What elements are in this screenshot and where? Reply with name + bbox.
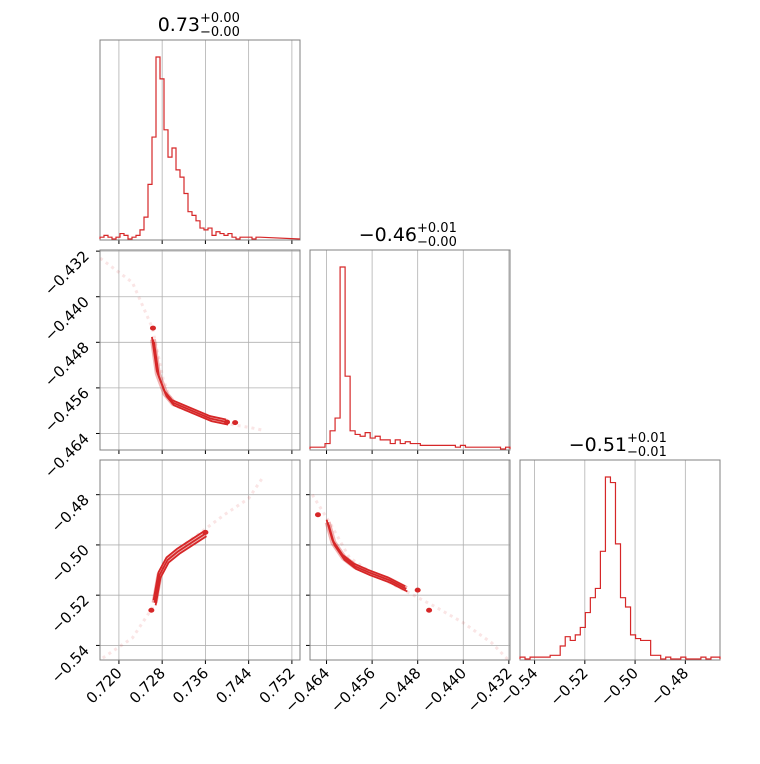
x-tick-label-p0-0: 0.720 — [83, 664, 126, 707]
pair-p0-p1-blob-0 — [149, 325, 156, 331]
y-tick-label-p2-3: −0.48 — [48, 491, 93, 536]
title-p2-value: −0.51 — [569, 434, 627, 456]
pair-p0-p2-blob-1 — [202, 529, 209, 535]
pair-p1-p2-blob-2 — [426, 607, 433, 613]
hist-p1-frame — [309, 249, 511, 451]
y-tick-label-p1-1: −0.456 — [41, 384, 93, 436]
pair-p1-p2-marks — [311, 493, 510, 660]
pair-p0-p2-contour-1 — [153, 532, 206, 603]
x-tick-label-p2-1: −0.52 — [546, 664, 591, 709]
pair-p0-p2-contour-2 — [154, 535, 207, 606]
x-tick-label-p0-3: 0.744 — [212, 664, 255, 707]
y-tick-labels-p2: −0.54 −0.52 −0.50 −0.48 — [48, 491, 93, 687]
scatter-panel-p0-p2 — [96, 459, 301, 664]
title-p2-upper: +0.01 — [627, 431, 667, 446]
hist-p0-frame — [99, 39, 301, 241]
y-tick-label-p1-4: −0.432 — [41, 247, 93, 299]
hist-p2-frame — [519, 459, 721, 661]
x-tick-label-p1-1: −0.456 — [327, 664, 379, 716]
pair-p0-p1-frame — [99, 249, 301, 451]
pair-p1-p2-blob-0 — [314, 512, 321, 518]
pair-p1-p2-blob-1 — [414, 587, 421, 593]
pair-p0-p2-density-core — [151, 531, 208, 604]
title-p1-upper: +0.01 — [417, 221, 457, 236]
title-p0-lower: −0.00 — [200, 25, 240, 40]
pair-p0-p2-marks — [101, 477, 264, 660]
title-p0-upper: +0.00 — [200, 11, 240, 26]
pair-p0-p2-frame — [99, 459, 301, 661]
x-tick-label-p1-3: −0.440 — [418, 664, 470, 716]
pair-p0-p1-density-core — [150, 339, 228, 426]
x-tick-label-p0-1: 0.728 — [126, 664, 169, 707]
pair-p0-p1-marks — [100, 256, 263, 432]
y-tick-label-p1-2: −0.448 — [41, 338, 93, 390]
y-tick-label-p1-3: −0.440 — [41, 293, 93, 345]
pair-p0-p2-scatter-trail — [101, 477, 264, 660]
histogram-panel-p2 — [519, 459, 721, 664]
scatter-panel-p0-p1 — [96, 249, 301, 454]
x-tick-labels-p0: 0.720 0.728 0.736 0.744 0.752 — [83, 664, 299, 707]
pair-p0-p2-blob-0 — [148, 607, 155, 613]
pair-p0-p1-contour-2 — [153, 341, 229, 426]
pair-p0-p1-blob-1 — [224, 419, 231, 425]
x-tick-label-p2-2: −0.50 — [597, 664, 642, 709]
title-p0-value: 0.73 — [158, 14, 200, 36]
y-tick-label-p2-2: −0.50 — [48, 541, 93, 586]
x-tick-label-p0-2: 0.736 — [169, 664, 212, 707]
histogram-panel-p1 — [309, 249, 511, 454]
y-tick-label-p2-1: −0.52 — [48, 591, 93, 636]
title-p1-value: −0.46 — [359, 224, 417, 246]
pair-p1-p2-scatter-trail — [311, 493, 510, 660]
pair-p1-p2-contour-2 — [327, 524, 408, 593]
title-p1-lower: −0.00 — [417, 235, 457, 250]
y-tick-label-p1-0: −0.464 — [41, 430, 93, 482]
hist-p1-step-line — [309, 266, 511, 450]
pair-p1-p2-frame — [309, 459, 511, 661]
title-p2-lower: −0.01 — [627, 445, 667, 460]
pair-p1-p2-density-core — [324, 521, 408, 592]
hist-p0-step-line — [99, 56, 301, 240]
x-tick-label-p2-3: −0.48 — [647, 664, 692, 709]
x-tick-labels-p1: −0.464−0.456−0.448−0.440−0.432 — [281, 664, 515, 716]
x-tick-label-p1-2: −0.448 — [373, 664, 425, 716]
scatter-panel-p1-p2 — [306, 459, 511, 664]
x-tick-labels-p2: −0.54 −0.52 −0.50 −0.48 — [496, 664, 692, 709]
pair-p0-p1-blob-2 — [232, 420, 239, 426]
pair-p0-p2-contour-0 — [152, 530, 205, 601]
histogram-panel-p0 — [99, 39, 301, 244]
hist-p2-step-line — [519, 476, 721, 660]
y-tick-label-p2-0: −0.54 — [48, 642, 93, 687]
y-tick-labels-p1: −0.464−0.456−0.448−0.440−0.432 — [41, 247, 93, 481]
